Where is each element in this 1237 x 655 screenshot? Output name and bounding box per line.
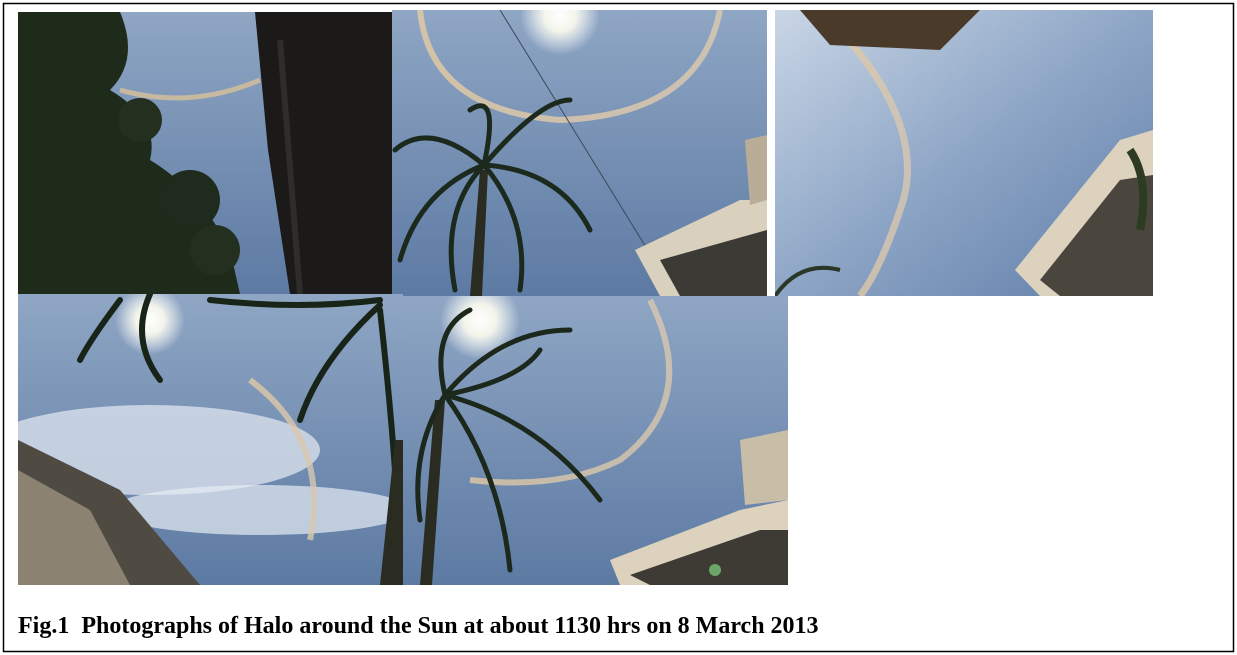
caption: Fig.1 Photographs of Halo around the Sun… bbox=[18, 613, 819, 639]
figure: Fig.1 Photographs of Halo around the Sun… bbox=[0, 0, 1237, 655]
photo-2 bbox=[392, 0, 767, 296]
photo-4 bbox=[0, 285, 410, 585]
photo-1 bbox=[18, 12, 392, 294]
page: {"figure": {"caption": "Fig.1 Photograph… bbox=[0, 0, 1237, 655]
photo-3 bbox=[775, 10, 1153, 296]
photo-5 bbox=[403, 280, 788, 585]
